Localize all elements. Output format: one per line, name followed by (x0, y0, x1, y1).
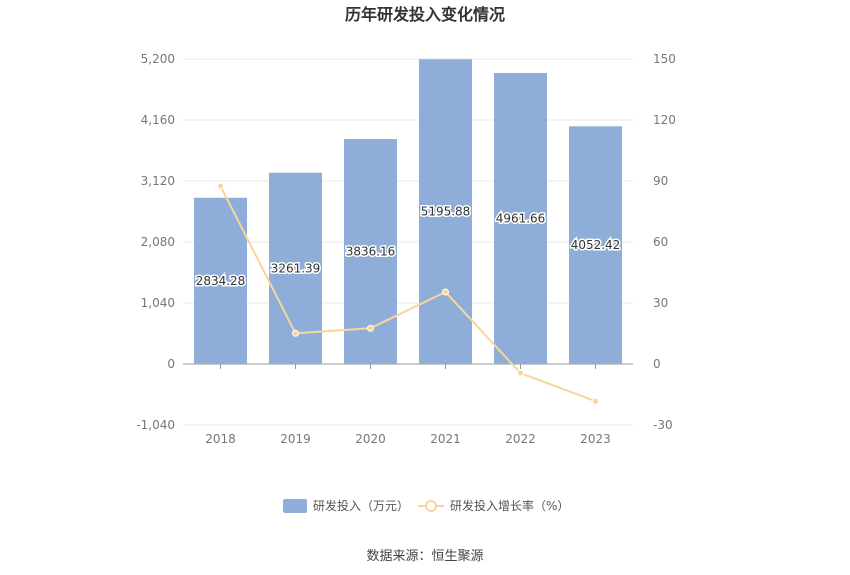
right-tick-label: 0 (653, 357, 661, 371)
legend-bar-label[interactable]: 研发投入（万元） (313, 498, 409, 513)
bar-value-label: 5195.88 (421, 205, 471, 219)
data-labels: 2834.28 3261.39 3836.16 5195.88 4961.66 4052.… (194, 203, 622, 289)
growth-line (219, 185, 596, 403)
legend-line-marker (425, 500, 437, 512)
bar[interactable] (569, 126, 622, 364)
line-series (217, 182, 599, 405)
bar[interactable] (494, 72, 547, 365)
bar[interactable] (419, 59, 472, 365)
bar-series (194, 59, 622, 365)
x-axis: 2018 2019 2020 2021 2022 2023 (205, 364, 611, 446)
left-tick-label: 0 (167, 357, 175, 371)
bar[interactable] (194, 197, 247, 364)
bar-value-label: 3836.16 (346, 244, 396, 258)
bar-value-label: 2834.28 (196, 274, 246, 288)
right-tick-label: 90 (653, 174, 668, 188)
left-tick-label: 3,120 (141, 174, 175, 188)
left-tick-label: -1,040 (136, 418, 175, 432)
x-tick-label: 2020 (355, 432, 386, 446)
line-point[interactable] (217, 182, 224, 190)
right-tick-label: 120 (653, 113, 676, 127)
bar-value-label: 3261.39 (271, 261, 321, 275)
line-point[interactable] (367, 324, 374, 332)
line-point[interactable] (292, 329, 299, 337)
x-tick-label: 2022 (505, 432, 536, 446)
legend-bar-swatch[interactable] (283, 499, 307, 513)
left-tick-label: 1,040 (141, 296, 175, 310)
right-tick-label: 150 (653, 52, 676, 66)
line-point[interactable] (517, 369, 524, 377)
right-tick-label: 30 (653, 296, 668, 310)
left-tick-label: 2,080 (141, 235, 175, 249)
right-tick-label: -30 (653, 418, 673, 432)
bar-value-label: 4052.42 (571, 238, 621, 252)
x-tick-label: 2021 (430, 432, 461, 446)
legend[interactable]: 研发投入（万元） 研发投入增长率（%） (283, 498, 569, 513)
legend-line-label[interactable]: 研发投入增长率（%） (450, 498, 569, 513)
source-note: 数据来源：恒生聚源 (366, 549, 483, 564)
right-tick-label: 60 (653, 235, 668, 249)
chart-title: 历年研发投入变化情况 (345, 5, 505, 24)
x-tick-label: 2019 (280, 432, 311, 446)
left-tick-label: 4,160 (141, 113, 175, 127)
grid-lines (183, 58, 633, 426)
left-tick-label: 5,200 (141, 52, 175, 66)
left-axis: -1,040 0 1,040 2,080 3,120 4,160 5,200 (136, 52, 175, 432)
x-tick-label: 2023 (580, 432, 611, 446)
bar-value-label: 4961.66 (496, 211, 546, 225)
x-tick-label: 2018 (205, 432, 236, 446)
line-point[interactable] (592, 397, 599, 405)
line-point[interactable] (442, 288, 449, 296)
right-axis: -30 0 30 60 90 120 150 (653, 52, 676, 432)
